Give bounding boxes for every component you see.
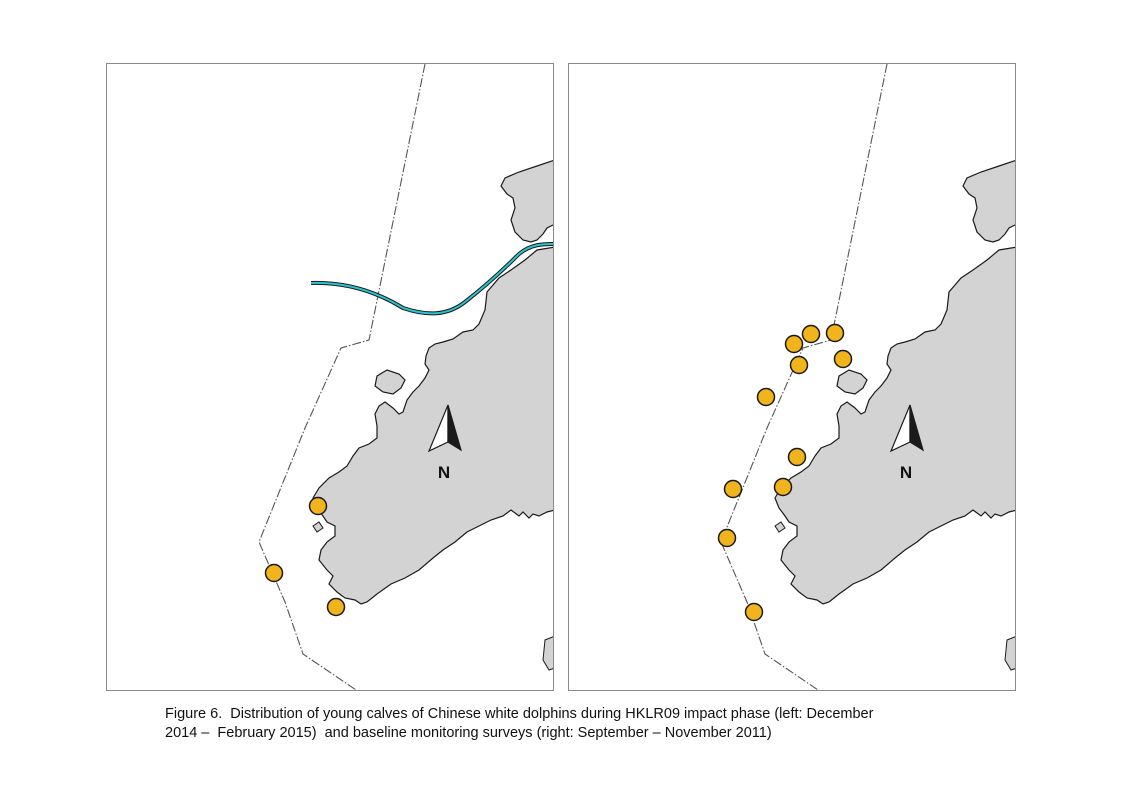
map-panel-baseline: N [568, 63, 1016, 691]
land-inlet-island [374, 369, 406, 395]
north-arrow-icon: N [889, 404, 925, 482]
land-northeast-peninsula [500, 160, 553, 243]
land-mainland [312, 246, 553, 605]
land-northeast-peninsula [962, 160, 1015, 243]
calf-sighting-marker [756, 387, 776, 407]
land-inlet-island [836, 369, 868, 395]
figure-caption: Figure 6. Distribution of young calves o… [165, 705, 965, 743]
land-small-islet-a [774, 521, 786, 533]
calf-sighting-marker [784, 334, 804, 354]
map-panel-impact-phase: N [106, 63, 554, 691]
calf-sighting-marker [789, 355, 809, 375]
calf-sighting-marker [787, 447, 807, 467]
calf-sighting-marker [326, 597, 346, 617]
calf-sighting-marker [801, 324, 821, 344]
bridge-alignment-highlight [310, 243, 553, 315]
land-small-islet-a [312, 521, 324, 533]
caption-line-2: 2014 – February 2015) and baseline monit… [165, 725, 772, 741]
north-arrow-label: N [438, 463, 450, 482]
land-small-islet-b [1004, 636, 1015, 671]
sightings-group [264, 496, 346, 617]
calf-sighting-marker [308, 496, 328, 516]
north-arrow-icon: N [427, 404, 463, 482]
calf-sighting-marker [833, 349, 853, 369]
calf-sighting-marker [825, 323, 845, 343]
north-arrow-label: N [900, 463, 912, 482]
map-left-svg: N [258, 64, 553, 690]
calf-sighting-marker [723, 479, 743, 499]
land-small-islet-b [542, 636, 553, 671]
caption-line-1: Figure 6. Distribution of young calves o… [165, 706, 874, 722]
calf-sighting-marker [264, 563, 284, 583]
calf-sighting-marker [744, 602, 764, 622]
land-mainland [774, 246, 1015, 605]
calf-sighting-marker [717, 528, 737, 548]
calf-sighting-marker [773, 477, 793, 497]
map-right-svg: N [717, 64, 1015, 690]
sightings-group [717, 323, 853, 622]
